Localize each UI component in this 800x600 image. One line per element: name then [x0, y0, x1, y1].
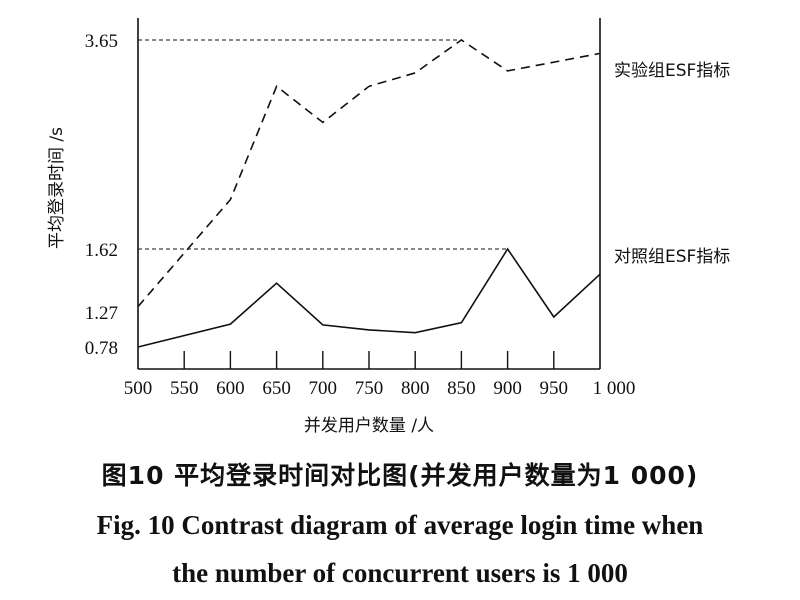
y-tick-label: 1.62	[85, 240, 118, 261]
caption-english-line-2: the number of concurrent users is 1 000	[172, 558, 628, 588]
y-tick-label: 1.27	[85, 303, 118, 324]
x-tick-label: 750	[355, 378, 384, 399]
x-tick-label: 550	[170, 378, 199, 399]
caption-chinese: 图10 平均登录时间对比图(并发用户数量为1 000)	[101, 461, 699, 490]
x-tick-label: 950	[540, 378, 569, 399]
y-tick-label: 0.78	[85, 338, 118, 359]
series-line-control	[137, 247, 601, 348]
series-lines	[137, 39, 601, 348]
x-tick-label: 1 000	[593, 378, 636, 399]
reference-lines	[138, 39, 508, 250]
series-line-experimental	[137, 39, 601, 308]
x-axis-title: 并发用户数量 /人	[304, 416, 434, 436]
x-tick-label: 650	[262, 378, 291, 399]
y-tick-label: 3.65	[85, 31, 118, 52]
series-label-control: 对照组ESF指标	[614, 247, 730, 267]
x-tick-labels: 500 550 600 650 700 750 800 850 900 950 1 000	[124, 378, 636, 399]
x-tick-label: 900	[493, 378, 522, 399]
y-tick-labels: 3.65 1.62 1.27 0.78	[85, 31, 118, 359]
login-time-chart: 500 550 600 650 700 750 800 850 900 950 1 000 3.65…	[47, 18, 730, 436]
caption-english-line-1: Fig. 10 Contrast diagram of average logi…	[96, 510, 704, 540]
x-tick-label: 850	[447, 378, 476, 399]
y-axis-title: 平均登录时间 /s	[47, 127, 67, 249]
x-tick-label: 700	[309, 378, 338, 399]
axes	[137, 18, 601, 370]
x-tick-label: 600	[216, 378, 245, 399]
x-tick-label: 800	[401, 378, 430, 399]
x-ticks	[183, 351, 555, 369]
series-label-experimental: 实验组ESF指标	[614, 61, 730, 81]
x-tick-label: 500	[124, 378, 153, 399]
